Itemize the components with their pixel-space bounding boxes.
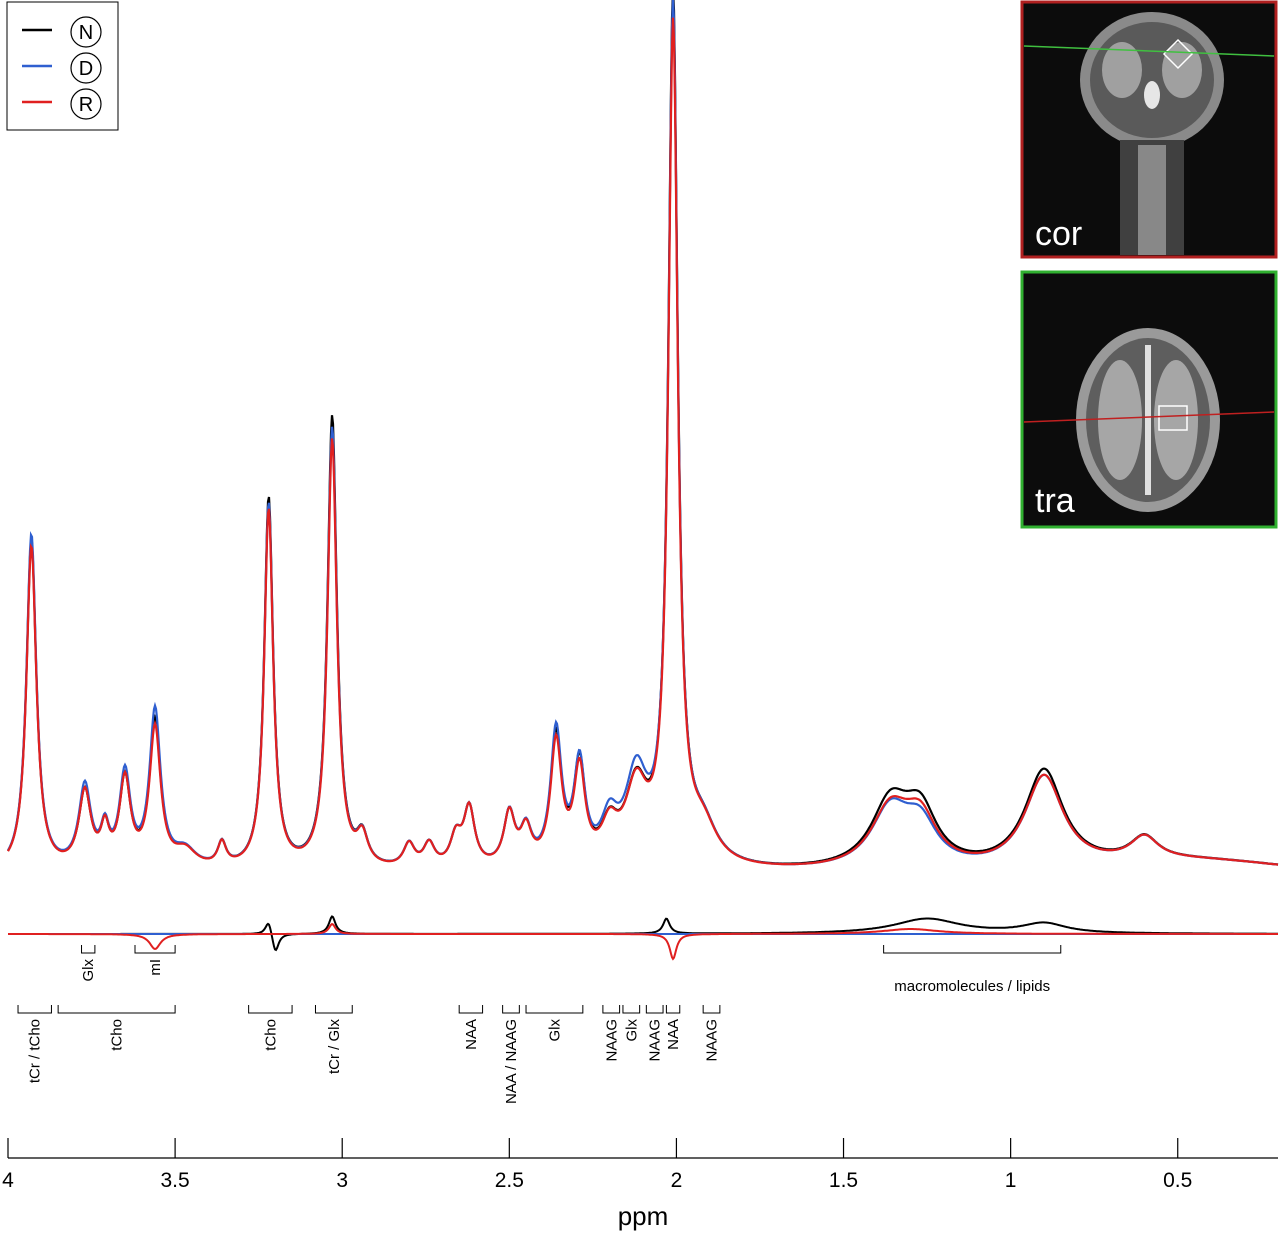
annotation-label: tCr / tCho bbox=[27, 1019, 44, 1083]
annotation-label: macromolecules / lipids bbox=[894, 978, 1050, 995]
annotation-label: Glx bbox=[623, 1019, 640, 1042]
x-tick-label: 3.5 bbox=[161, 1169, 190, 1192]
legend-circle-icon bbox=[70, 52, 102, 84]
annotation-label: tCho bbox=[262, 1019, 279, 1051]
annotation-label: NAAG bbox=[647, 1019, 664, 1062]
x-tick-label: 1 bbox=[1005, 1169, 1017, 1192]
legend: NDR bbox=[6, 1, 119, 131]
transverse-brain-image bbox=[1023, 328, 1275, 512]
residual-line-R bbox=[8, 922, 1278, 961]
coronal-slice-line bbox=[1023, 45, 1275, 57]
annotation-label: NAAG bbox=[603, 1019, 620, 1062]
annotation-bracket bbox=[134, 945, 176, 954]
x-tick-label: 0.5 bbox=[1163, 1169, 1192, 1192]
inset-coronal: cor bbox=[1020, 0, 1278, 259]
annotation-bracket bbox=[645, 1005, 664, 1014]
annotation-bracket bbox=[248, 1005, 293, 1014]
annotation-bracket bbox=[525, 1005, 584, 1014]
transverse-slice-line bbox=[1023, 411, 1275, 423]
legend-items: NDR bbox=[22, 16, 102, 120]
annotation-label: NAA bbox=[463, 1019, 480, 1050]
annotation-label: NAA bbox=[665, 1019, 682, 1050]
x-axis: 4 3.5 3 2.5 2 1.5 1 0.5 bbox=[2, 1138, 1278, 1192]
x-tick-label: 3 bbox=[336, 1169, 348, 1192]
annotation-label: tCr / Glx bbox=[326, 1019, 343, 1074]
legend-label-N: N bbox=[79, 22, 93, 44]
annotation-label: mI bbox=[147, 959, 164, 976]
annotation-label: Glx bbox=[80, 959, 97, 982]
annotation-bracket bbox=[702, 1005, 721, 1014]
annotation-bracket bbox=[602, 1005, 621, 1014]
annotation-bracket bbox=[17, 1005, 52, 1014]
spectrum-line-R bbox=[7, 17, 1279, 866]
annotation-label: Glx bbox=[546, 1019, 563, 1042]
annotation-bracket bbox=[57, 1005, 176, 1014]
coronal-brain-image bbox=[1023, 12, 1275, 255]
x-axis-title: ppm bbox=[618, 1201, 669, 1231]
x-tick-label: 4 bbox=[2, 1169, 14, 1192]
legend-label-R: R bbox=[79, 94, 93, 116]
annotation-label: NAAG bbox=[704, 1019, 721, 1062]
annotation-bracket bbox=[81, 945, 96, 954]
annotation-bracket bbox=[665, 1005, 681, 1014]
x-tick-label: 2.5 bbox=[495, 1169, 524, 1192]
inset-coronal-label: cor bbox=[1035, 215, 1082, 253]
annotation-label: tCho bbox=[109, 1019, 126, 1051]
legend-label-D: D bbox=[79, 58, 93, 80]
spectra-group bbox=[7, 0, 1279, 866]
residuals-group bbox=[8, 915, 1278, 961]
x-tick-label: 1.5 bbox=[829, 1169, 858, 1192]
inset-transverse: tra bbox=[1020, 270, 1278, 529]
x-tick-label: 2 bbox=[671, 1169, 683, 1192]
legend-circle-icon bbox=[70, 88, 102, 120]
annotation-bracket bbox=[622, 1005, 641, 1014]
annotation-label: NAA / NAAG bbox=[503, 1019, 520, 1104]
annotation-bracket bbox=[458, 1005, 484, 1014]
annotation-bracket bbox=[502, 1005, 520, 1014]
legend-circle-icon bbox=[70, 16, 102, 48]
annotations-group: Glx mI macromolecules / lipids tCr / tCho tC… bbox=[17, 945, 1062, 1104]
inset-transverse-label: tra bbox=[1035, 482, 1075, 520]
annotation-bracket bbox=[883, 945, 1062, 954]
annotation-bracket bbox=[314, 1005, 353, 1014]
